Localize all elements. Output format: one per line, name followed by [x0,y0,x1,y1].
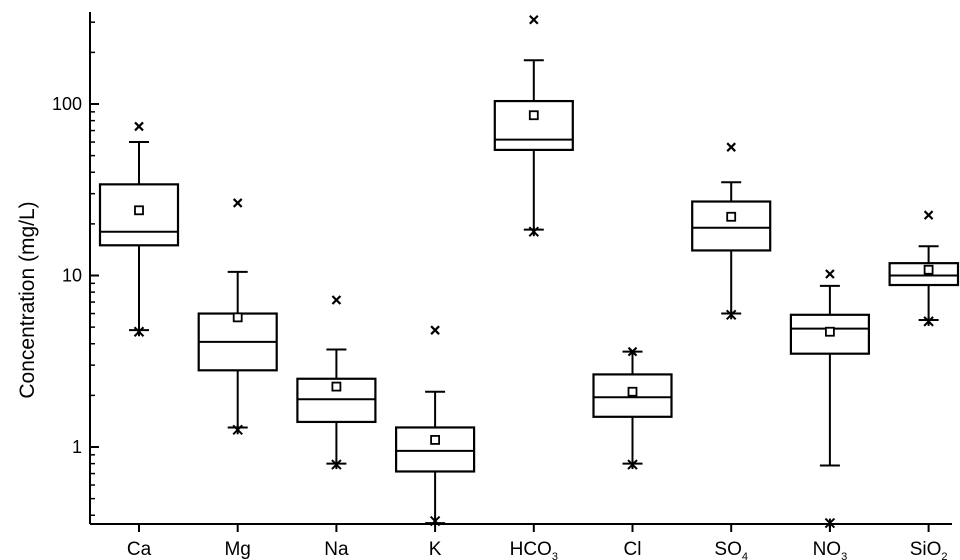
marker-stroke [825,269,835,279]
mean-marker [825,326,835,337]
x-tick-label: Ca [127,539,152,560]
mean-marker [134,205,144,216]
box-no3 [789,269,871,529]
iqr-box [691,200,772,252]
box-cl [592,346,673,470]
min-marker [528,226,540,237]
min-marker [627,459,638,470]
min-marker [331,459,342,470]
min-marker [133,326,145,337]
x-tick-label: Cl [624,539,642,560]
max-marker [825,269,835,279]
box-ca [98,121,180,337]
max-marker [627,346,638,357]
x-tick-label: Na [324,539,349,560]
mean-marker [923,264,934,275]
max-marker [232,198,243,208]
mean-marker [331,381,342,392]
max-marker [331,295,342,305]
marker-stroke [726,142,736,152]
box-so4 [691,142,772,321]
max-marker [529,14,539,25]
box-hco3 [493,14,574,237]
y-axis-label: Concentration (mg/L) [16,201,39,398]
marker-stroke [134,121,144,132]
x-tick-label: Mg [224,539,250,560]
y-tick-label: 100 [52,94,82,114]
x-tick-label: NO3 [813,539,848,560]
box-mg [197,198,278,435]
x-tick-labels: Ca Mg Na K HCO3 Cl SO4 NO3 SiO2 [127,539,948,560]
iqr-box [493,99,574,151]
min-marker [232,424,243,435]
y-tick-label: 10 [62,266,82,286]
iqr-box [395,426,476,473]
min-marker [824,517,836,529]
y-tick-label: 1 [72,437,82,457]
max-marker [726,142,736,152]
min-marker [923,316,934,327]
marker-stroke [923,210,934,220]
axes: 1 10 100 [52,12,952,532]
box-k [395,325,476,527]
min-marker [725,309,737,321]
x-tick-label: K [429,539,442,560]
mean-marker [430,435,441,445]
mean-marker [627,386,638,397]
marker-stroke [627,346,638,357]
min-marker [429,515,441,527]
marker-stroke [232,198,243,208]
box-sio2 [888,210,960,327]
mean-marker [528,110,539,121]
x-tick-label: SiO2 [910,539,948,560]
max-marker [134,121,144,132]
marker-stroke [331,295,342,305]
x-tick-label: SO4 [714,539,748,560]
marker-stroke [430,325,440,335]
x-tick-label: HCO3 [510,539,558,560]
max-marker [430,325,440,335]
mean-marker [232,312,243,323]
box-series [98,14,960,529]
box-na [296,295,377,470]
max-marker [923,210,934,220]
marker-stroke [529,14,539,25]
mean-marker [726,211,737,222]
